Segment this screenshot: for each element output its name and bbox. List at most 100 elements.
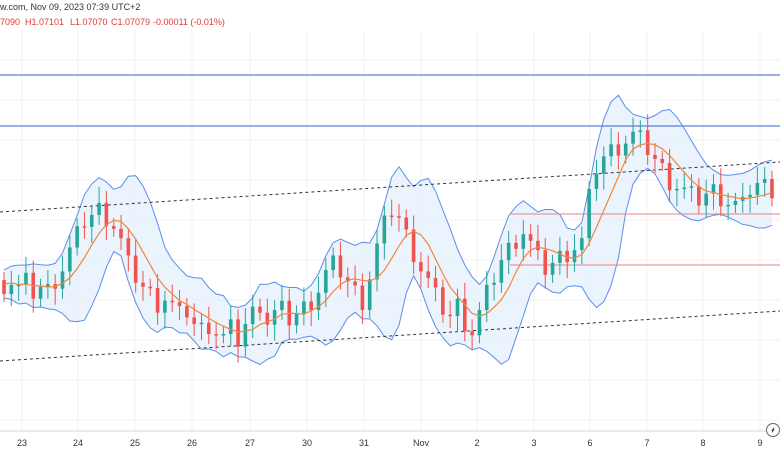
candle-body [24, 272, 28, 285]
x-tick-label: 8 [700, 438, 705, 448]
channel-lower-line [0, 310, 780, 362]
x-tick-label: 3 [531, 438, 536, 448]
candle-body [104, 202, 109, 227]
x-tick-label: Nov [413, 438, 430, 448]
candle-body [316, 292, 321, 311]
x-axis-ticks: 23 24 25 26 27 30 31 Nov 2 3 6 7 8 9 [17, 438, 763, 448]
candle-body [601, 156, 606, 174]
candle-body [119, 228, 123, 239]
candle-body [411, 229, 416, 263]
candle-body [426, 271, 431, 279]
candle-body [755, 182, 760, 195]
candle-body [521, 234, 526, 249]
candle-body [484, 284, 489, 311]
candle-body [111, 226, 116, 229]
channel-upper-line [0, 161, 780, 213]
candle-body [653, 154, 657, 159]
x-tick-label: 27 [245, 438, 255, 448]
candle-body [441, 287, 445, 315]
candle-body [302, 301, 306, 314]
candle-body [214, 334, 218, 336]
candle-body [404, 217, 409, 230]
candle-body [2, 280, 6, 295]
candle-body [697, 186, 701, 206]
candle-body [543, 250, 548, 275]
x-tick-label: 31 [359, 438, 369, 448]
x-tick-label: 23 [17, 438, 27, 448]
ohlc-low: L1.07070 [70, 17, 108, 27]
candle-body [177, 302, 182, 307]
candle-body [748, 194, 752, 197]
candle-body [558, 250, 562, 263]
candle-body [243, 324, 248, 347]
candle-body [199, 322, 204, 325]
candle-body [382, 215, 387, 244]
candle-body [455, 298, 460, 317]
candle-body [675, 188, 679, 191]
bollinger-fill [4, 95, 772, 365]
candle-body [550, 262, 555, 275]
candle-body [338, 255, 343, 278]
candle-body [250, 306, 255, 325]
candle-body [704, 193, 708, 206]
x-tick-label: 26 [187, 438, 197, 448]
candle-body [148, 286, 153, 289]
x-tick-label: 9 [757, 438, 762, 448]
candle-body [594, 173, 599, 189]
bollinger-bands [3, 94, 773, 366]
candle-body [711, 184, 716, 194]
candle-body [506, 242, 511, 261]
candle-body [155, 288, 160, 313]
candle-body [770, 178, 774, 199]
candle-body [265, 312, 270, 325]
candle-body [397, 216, 401, 218]
candle-body [163, 300, 167, 313]
candle-body [492, 282, 496, 285]
candle-body [75, 226, 79, 248]
candle-body [609, 144, 613, 157]
candle-body [762, 178, 767, 183]
candle-body [528, 234, 533, 241]
candle-body [375, 243, 379, 280]
candle-body [689, 186, 694, 188]
bollinger-upper [3, 94, 773, 308]
candle-body [192, 317, 196, 325]
candle-body [477, 310, 482, 336]
candle-body [294, 313, 299, 326]
candle-body [360, 285, 365, 311]
ohlc-open: 7090 [0, 17, 20, 27]
x-tick-label: 25 [130, 438, 140, 448]
candle-body [719, 184, 723, 207]
candle-body [367, 279, 372, 311]
candle-body [97, 202, 101, 215]
candle-body [463, 298, 467, 332]
candle-body [60, 271, 65, 289]
candle-body [353, 281, 357, 286]
annotation-lines [0, 74, 780, 362]
moving-average [3, 142, 773, 333]
candle-body [89, 214, 94, 227]
tradingview-scroll-icon[interactable] [766, 423, 780, 437]
candle-body [645, 130, 650, 155]
ohlc-change: -0.00011 (-0.01%) [153, 17, 225, 27]
candle-body [68, 247, 72, 272]
candle-body [616, 144, 621, 156]
candle-body [170, 300, 175, 303]
bollinger-lower [3, 167, 773, 366]
candle-body [419, 262, 423, 272]
candle-body [207, 322, 211, 335]
candle-body [82, 226, 87, 228]
candle-body [280, 300, 284, 311]
candle-body [660, 158, 665, 163]
x-tick-label: 24 [73, 438, 83, 448]
candle-body [46, 284, 50, 287]
candle-body [667, 162, 672, 191]
candle-body [16, 284, 21, 287]
candle-body [389, 215, 394, 218]
candle-body [514, 242, 518, 249]
candle-body [580, 238, 584, 251]
candle-body [9, 284, 14, 295]
candle-body [141, 282, 145, 287]
